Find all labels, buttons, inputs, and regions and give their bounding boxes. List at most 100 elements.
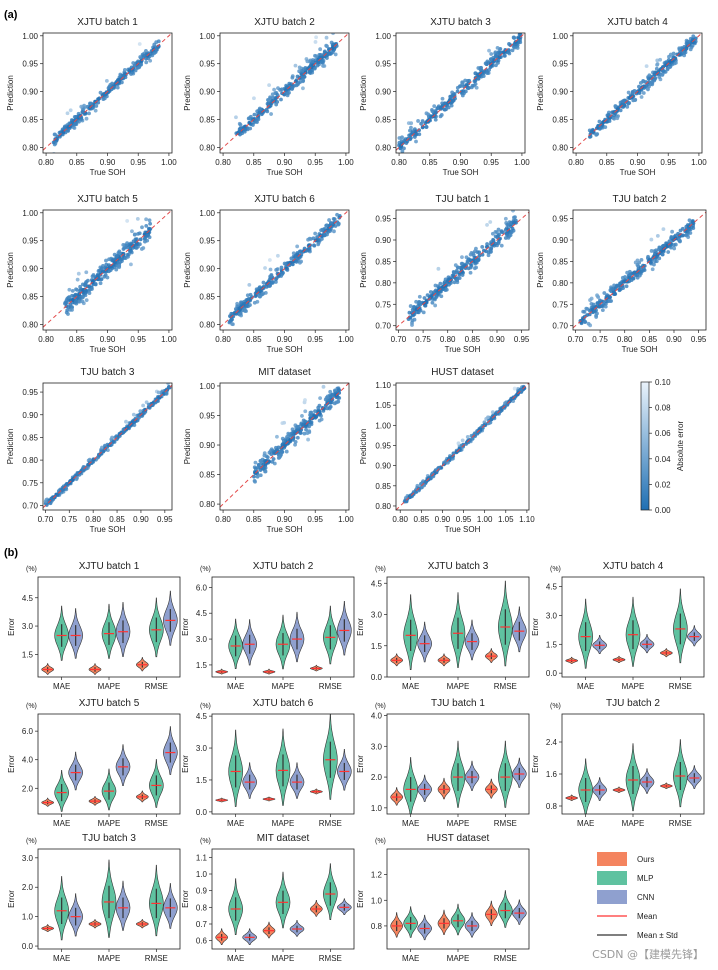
x-tick-label: MAE [53,954,70,963]
scatter-title: XJTU batch 1 [77,17,138,28]
scatter-point [264,284,269,289]
y-tick-label: 3.0 [371,611,383,620]
scatter-point [110,81,115,86]
violin-plot: HUST dataset (%) Error MAE MAPE RMSE 0.8 1.0 1.2 [356,833,530,963]
scatter-point [474,85,479,90]
scatter-point [586,321,591,326]
scatter-point [71,298,75,303]
scatter-point [77,291,82,296]
legend-swatch [597,890,627,904]
x-tick-label: 0.85 [422,158,438,167]
scatter-point [321,384,326,389]
violins [565,588,702,669]
scatter-point [298,431,303,435]
x-tick-label: 1.00 [338,515,354,524]
scatter-point [582,309,587,314]
scatter-point [490,410,495,415]
scatter-point [291,437,295,442]
scatter-point [594,313,598,318]
y-axis-label: Prediction [6,252,15,288]
scatter-point [98,90,103,95]
y-tick-label: 4.5 [196,712,208,721]
scatter-point [518,387,523,392]
scatter-point [303,398,307,402]
y-tick-label: 1.0 [196,870,208,879]
y-tick-label: 0.95 [22,60,38,69]
scatter-point [442,107,447,112]
x-tick-label: MAPE [98,954,121,963]
scatter-point [103,92,108,97]
scatter-point [646,87,650,92]
unit-label: (%) [550,703,561,710]
scatter-point [421,310,426,315]
scatter-point [316,242,321,247]
scatter-point [485,223,489,227]
scatter-point [307,69,312,74]
y-axis-label: Prediction [359,75,368,111]
scatter-point [442,460,446,465]
axes-frame [37,576,181,678]
scatter-point [103,448,107,452]
scatter-title: XJTU batch 5 [77,194,138,205]
scatter-point [438,105,443,110]
scatter-point [247,121,252,125]
scatter-point [286,431,291,436]
identity-line [43,384,172,509]
scatter-point [270,280,275,285]
scatter-point [76,271,81,276]
y-tick-label: 1.00 [199,382,215,391]
scatter-point [618,281,623,286]
scatter-point [510,48,515,53]
identity-line [220,33,349,151]
y-tick-label: 4.0 [371,712,383,721]
scatter-point [140,225,144,230]
scatter-point [335,212,339,217]
scatter-point [122,73,126,78]
scatter-point [625,270,630,275]
scatter-point [582,314,587,319]
scatter-point [313,231,318,236]
scatter-point [319,417,324,422]
x-tick-label: 0.95 [307,515,323,524]
scatter-point [324,395,329,400]
y-tick-label: 0.90 [22,88,38,97]
scatter-point [597,119,602,124]
scatter-point [673,233,678,238]
violin-title: MIT dataset [257,833,310,844]
scatter-point [424,125,429,129]
scatter-point [267,258,272,262]
scatter-point [330,397,335,402]
scatter-point [617,288,622,293]
scatter-point [635,273,639,278]
x-tick-label: 0.90 [453,158,469,167]
scatter-point [512,45,517,50]
scatter-point [134,242,139,246]
scatter-point [73,117,78,122]
scatter-point [461,265,465,269]
y-tick-label: 0.85 [375,116,391,125]
scatter-point [67,287,72,292]
scatter-point [442,280,447,285]
scatter-point [270,459,275,464]
x-axis-label: True SOH [267,525,303,534]
scatter-point [111,439,116,444]
scatter-point [432,104,437,109]
scatter-point [295,244,300,249]
scatter-point [455,89,460,94]
scatter-point [142,236,147,241]
y-tick-label: 2.4 [546,738,558,747]
scatter-point [98,281,103,286]
scatter-point [74,287,78,292]
x-tick-label: 0.80 [85,515,101,524]
scatter-point [430,300,435,305]
scatter-point [584,306,589,311]
scatter-point [505,402,510,407]
scatter-point [680,233,685,238]
legend-label: MLP [637,874,653,883]
scatter-point [253,460,258,465]
x-tick-label: MAE [227,819,244,828]
scatter-point [118,260,123,265]
y-tick-label: 3.0 [22,622,34,631]
y-tick-label: 0.80 [199,500,215,509]
axes-frame [37,713,181,815]
